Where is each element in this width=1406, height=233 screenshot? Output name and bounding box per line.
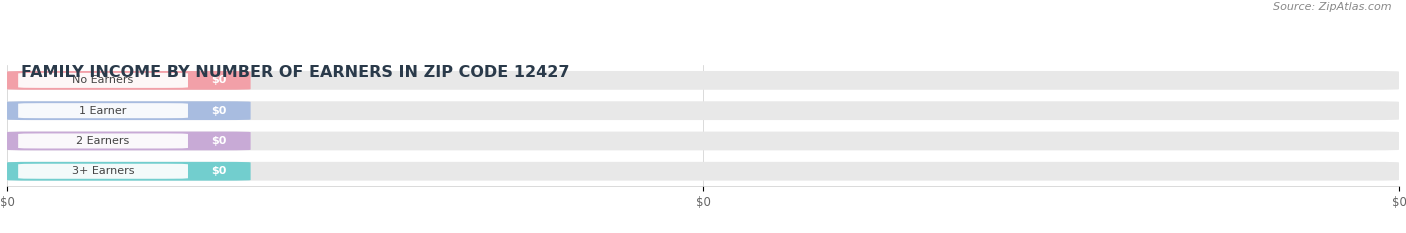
FancyBboxPatch shape <box>7 71 250 90</box>
Text: $0: $0 <box>212 136 226 146</box>
FancyBboxPatch shape <box>18 103 188 118</box>
FancyBboxPatch shape <box>7 132 250 150</box>
FancyBboxPatch shape <box>7 71 1399 90</box>
Text: FAMILY INCOME BY NUMBER OF EARNERS IN ZIP CODE 12427: FAMILY INCOME BY NUMBER OF EARNERS IN ZI… <box>21 65 569 80</box>
FancyBboxPatch shape <box>18 164 188 179</box>
FancyBboxPatch shape <box>7 101 1399 120</box>
FancyBboxPatch shape <box>18 73 188 88</box>
FancyBboxPatch shape <box>18 134 188 148</box>
FancyBboxPatch shape <box>7 162 250 181</box>
Text: $0: $0 <box>212 106 226 116</box>
Text: No Earners: No Earners <box>73 75 134 85</box>
Text: Source: ZipAtlas.com: Source: ZipAtlas.com <box>1274 2 1392 12</box>
FancyBboxPatch shape <box>7 132 1399 150</box>
FancyBboxPatch shape <box>7 162 1399 181</box>
Text: 2 Earners: 2 Earners <box>76 136 129 146</box>
Text: $0: $0 <box>212 75 226 85</box>
Text: $0: $0 <box>212 166 226 176</box>
Text: 1 Earner: 1 Earner <box>79 106 127 116</box>
FancyBboxPatch shape <box>7 101 250 120</box>
Text: 3+ Earners: 3+ Earners <box>72 166 135 176</box>
